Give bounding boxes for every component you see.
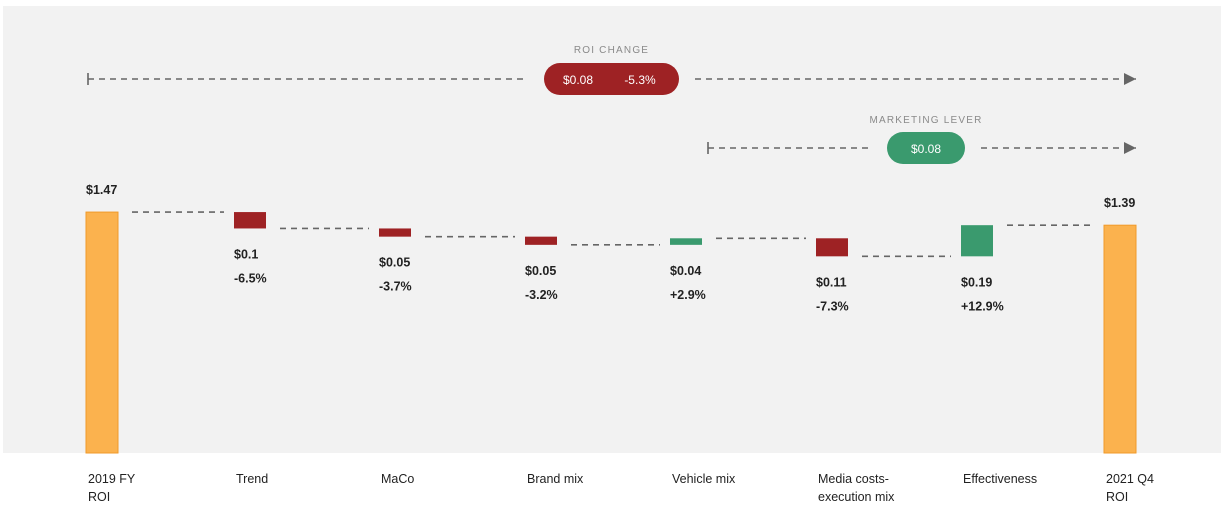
bar-increase-6 bbox=[961, 225, 993, 257]
category-label-7-0: 2021 Q4 bbox=[1106, 472, 1154, 486]
bar-pct-label-6: +12.9% bbox=[961, 299, 1004, 313]
category-label-6-0: Effectiveness bbox=[963, 472, 1037, 486]
bar-pct-label-5: -7.3% bbox=[816, 299, 849, 313]
category-label-5-1: execution mix bbox=[818, 490, 895, 504]
bar-decrease-1 bbox=[234, 212, 266, 229]
bar-value-label-3: $0.05 bbox=[525, 264, 556, 278]
bar-increase-4 bbox=[670, 238, 702, 245]
category-label-5-0: Media costs- bbox=[818, 472, 889, 486]
category-label-0-0: 2019 FY bbox=[88, 472, 136, 486]
bar-value-label-1: $0.1 bbox=[234, 247, 258, 261]
bar-decrease-3 bbox=[525, 236, 557, 245]
bar-value-label-5: $0.11 bbox=[816, 275, 847, 289]
category-label-2-0: MaCo bbox=[381, 472, 414, 486]
bar-value-label-6: $0.19 bbox=[961, 275, 992, 289]
annotation-title-1: MARKETING LEVER bbox=[869, 115, 982, 126]
bar-value-label-4: $0.04 bbox=[670, 264, 701, 278]
category-label-0-1: ROI bbox=[88, 490, 110, 504]
category-label-1-0: Trend bbox=[236, 472, 268, 486]
bar-total-0 bbox=[85, 211, 119, 454]
bar-decrease-5 bbox=[816, 238, 848, 257]
bar-decrease-2 bbox=[379, 228, 411, 237]
annotation-title-0: ROI CHANGE bbox=[574, 45, 649, 56]
bar-pct-label-2: -3.7% bbox=[379, 280, 412, 294]
category-label-3-0: Brand mix bbox=[527, 472, 584, 486]
bar-total-7 bbox=[1103, 224, 1137, 454]
category-label-4-0: Vehicle mix bbox=[672, 472, 736, 486]
annotation-value-0-0: $0.08 bbox=[563, 73, 593, 87]
bar-value-label-0: $1.47 bbox=[86, 183, 117, 197]
bar-value-label-2: $0.05 bbox=[379, 256, 410, 270]
bar-pct-label-4: +2.9% bbox=[670, 288, 706, 302]
bar-value-label-7: $1.39 bbox=[1104, 196, 1135, 210]
annotation-value-1-0: $0.08 bbox=[911, 142, 941, 156]
bar-pct-label-1: -6.5% bbox=[234, 271, 267, 285]
annotation-pill-0 bbox=[544, 63, 679, 95]
bar-pct-label-3: -3.2% bbox=[525, 288, 558, 302]
category-label-7-1: ROI bbox=[1106, 490, 1128, 504]
annotation-value-0-1: -5.3% bbox=[624, 73, 656, 87]
annotation-pill-1 bbox=[887, 132, 965, 164]
